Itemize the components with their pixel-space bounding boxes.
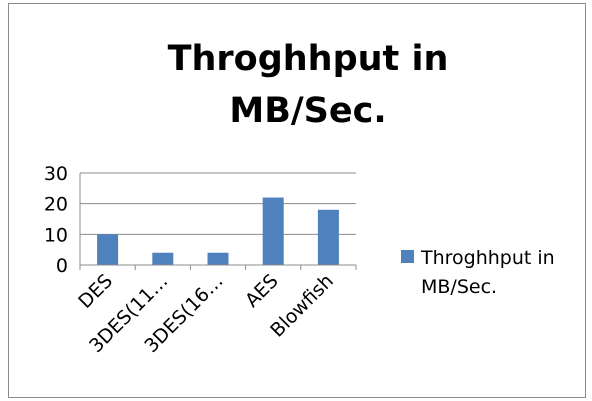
y-tick-label: 20 xyxy=(44,194,68,216)
y-tick-label: 30 xyxy=(44,163,68,185)
bar-1 xyxy=(152,252,174,265)
legend-label-line-2: MB/Sec. xyxy=(421,276,497,298)
y-tick-label: 0 xyxy=(56,255,68,277)
x-tick-label: AES xyxy=(241,270,283,312)
bar-4 xyxy=(317,209,339,265)
y-tick-label: 10 xyxy=(44,224,68,246)
legend-swatch xyxy=(401,250,414,263)
chart-title-line-1: Throghhput in xyxy=(168,39,449,79)
chart-title-line-2: MB/Sec. xyxy=(229,91,386,131)
bar-2 xyxy=(207,252,229,265)
bars xyxy=(80,197,356,266)
legend-label-line-1: Throghhput in xyxy=(420,247,555,269)
bar-0 xyxy=(97,234,119,265)
chart-frame xyxy=(8,3,586,398)
bar-3 xyxy=(262,197,284,265)
y-axis-tick-labels: 0 10 20 30 xyxy=(44,163,68,277)
x-tick-label: DES xyxy=(74,270,117,313)
legend: Throghhput in MB/Sec. xyxy=(401,247,555,298)
